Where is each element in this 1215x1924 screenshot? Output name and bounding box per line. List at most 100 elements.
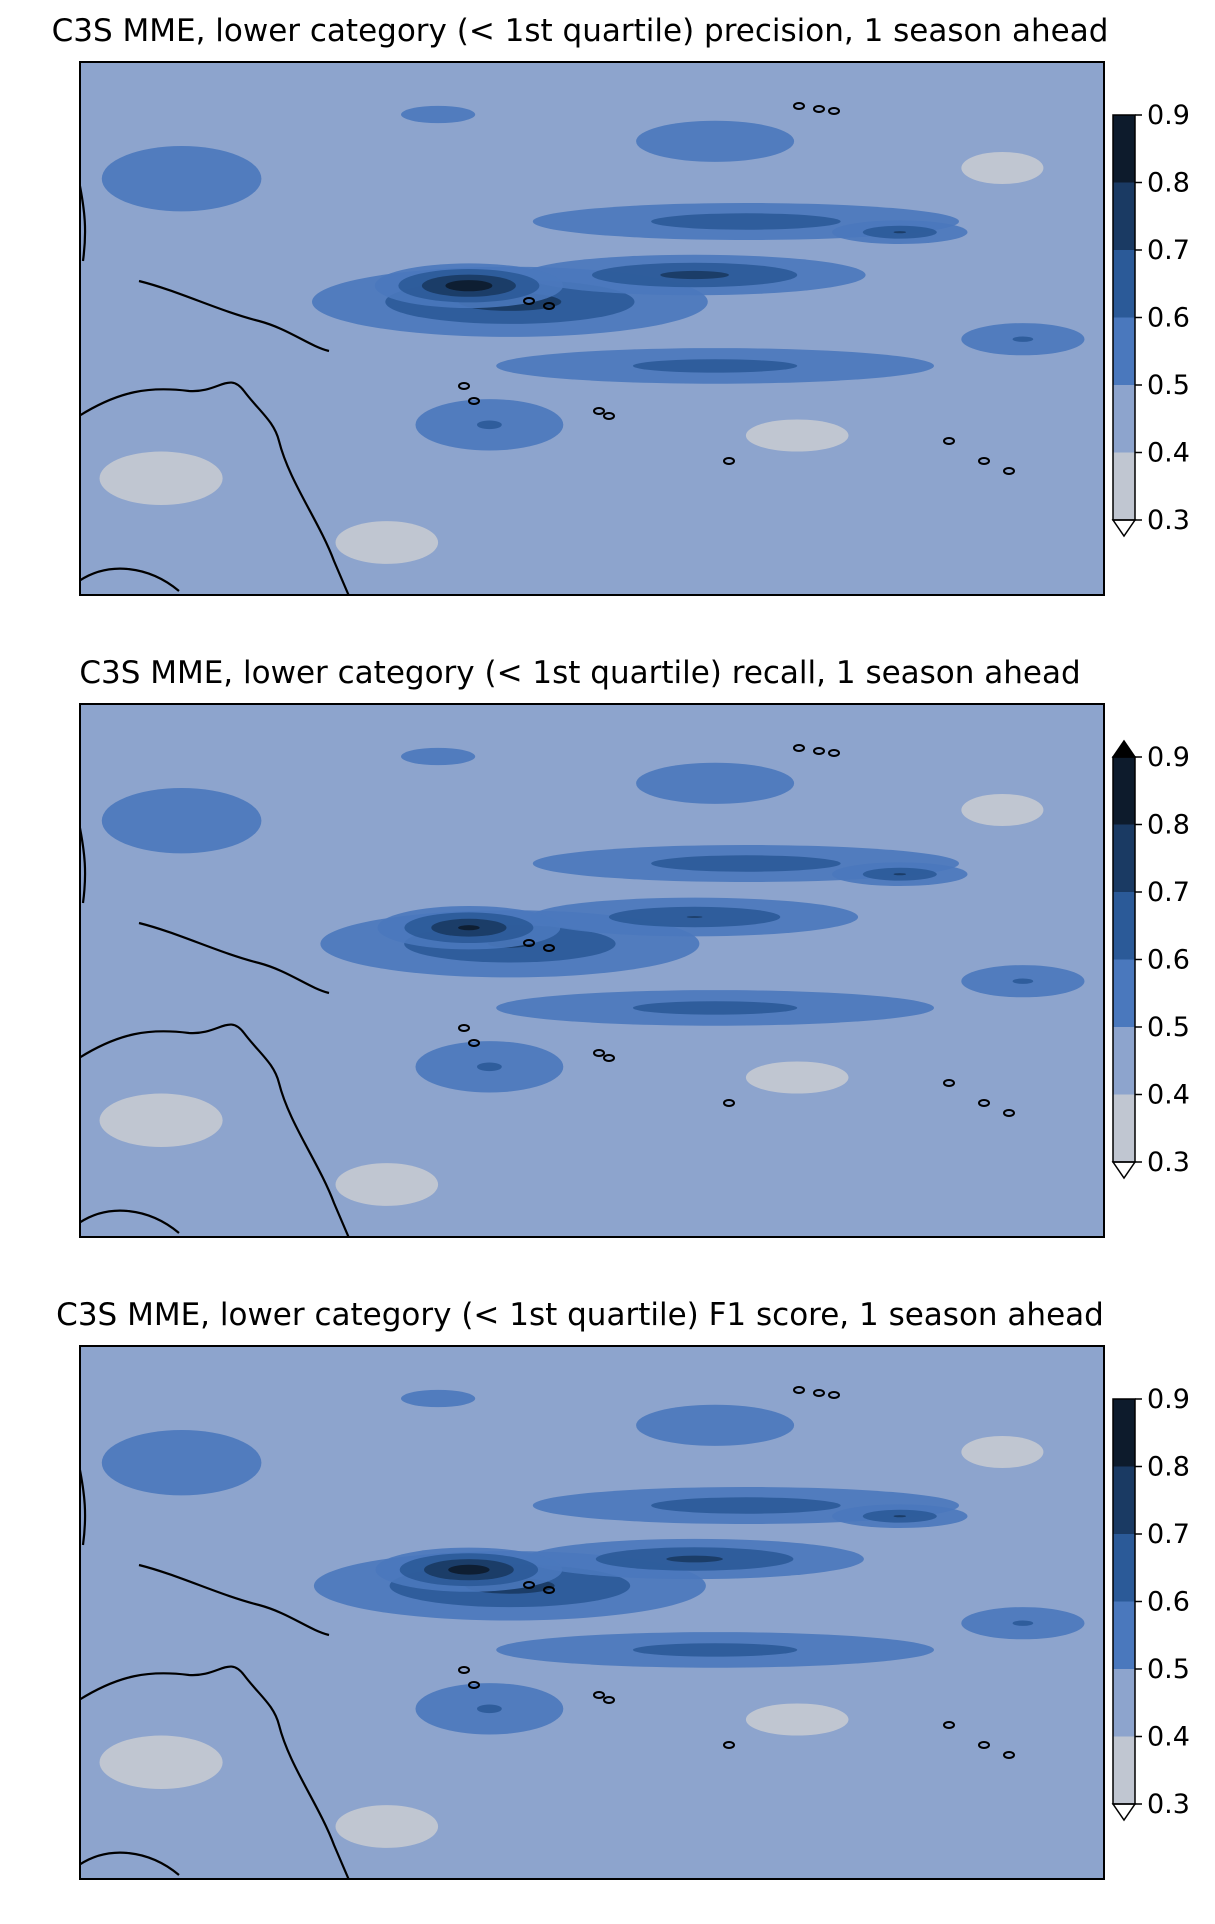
colorbar-tick-label: 0.3 bbox=[1147, 1147, 1190, 1178]
island bbox=[543, 1586, 555, 1594]
colorbar-bin bbox=[1113, 182, 1135, 250]
field-contour bbox=[660, 270, 729, 280]
field-contour bbox=[636, 1404, 795, 1446]
island bbox=[543, 302, 555, 310]
island bbox=[593, 407, 605, 415]
island bbox=[1003, 1109, 1015, 1117]
island bbox=[828, 749, 840, 757]
field-contour bbox=[1012, 978, 1034, 984]
island bbox=[468, 1681, 480, 1689]
colorbar-tick-label: 0.8 bbox=[1147, 1452, 1190, 1483]
field-contour-low bbox=[99, 1093, 223, 1148]
island bbox=[458, 382, 470, 390]
colorbar-tick-label: 0.8 bbox=[1147, 168, 1190, 199]
colorbar-bin bbox=[1113, 452, 1135, 520]
colorbar-tick-label: 0.8 bbox=[1147, 810, 1190, 841]
colorbar-extend-min bbox=[1111, 1161, 1137, 1180]
colorbar-bin bbox=[1113, 959, 1135, 1027]
field-contour bbox=[1012, 336, 1034, 342]
field-contour bbox=[636, 762, 795, 804]
island bbox=[723, 457, 735, 465]
island bbox=[523, 1581, 535, 1589]
field-contour bbox=[101, 146, 262, 212]
island bbox=[603, 412, 615, 420]
island bbox=[468, 397, 480, 405]
island bbox=[458, 1024, 470, 1032]
island bbox=[828, 1391, 840, 1399]
field-contour bbox=[632, 359, 798, 373]
colorbar-bin bbox=[1113, 1534, 1135, 1602]
chart-panel-recall: C3S MME, lower category (< 1st quartile)… bbox=[0, 642, 1215, 1282]
island bbox=[723, 1099, 735, 1107]
island bbox=[468, 1039, 480, 1047]
coastline bbox=[79, 1464, 351, 1880]
colorbar: 0.3 0.4 0.5 0.6 0.7 0.8 0.9 bbox=[1111, 1384, 1190, 1822]
colorbar-tick-label: 0.6 bbox=[1147, 945, 1190, 976]
colorbar: 0.3 0.4 0.5 0.6 0.7 0.8 0.9 bbox=[1111, 100, 1190, 538]
colorbar-bin bbox=[1113, 1601, 1135, 1669]
field-contour bbox=[686, 916, 703, 918]
field-contour bbox=[101, 788, 262, 854]
island bbox=[523, 297, 535, 305]
colorbar-bin bbox=[1113, 1027, 1135, 1095]
colorbar-extend-min bbox=[1111, 1803, 1137, 1822]
colorbar-tick-label: 0.7 bbox=[1147, 235, 1190, 266]
field-contour-low bbox=[745, 1061, 849, 1094]
island bbox=[593, 1691, 605, 1699]
colorbar-tick-label: 0.5 bbox=[1147, 1654, 1190, 1685]
map-plot bbox=[79, 703, 1105, 1238]
field-contour-low bbox=[745, 1703, 849, 1736]
island bbox=[543, 944, 555, 952]
colorbar-tick-label: 0.6 bbox=[1147, 1587, 1190, 1618]
island bbox=[813, 1389, 825, 1397]
field-contour bbox=[445, 280, 493, 292]
chart-panel-f1: C3S MME, lower category (< 1st quartile)… bbox=[0, 1284, 1215, 1924]
colorbar-bin bbox=[1113, 385, 1135, 453]
field-contour bbox=[477, 1704, 502, 1714]
island bbox=[943, 1721, 955, 1729]
island bbox=[723, 1741, 735, 1749]
island bbox=[458, 1666, 470, 1674]
colorbar-bin bbox=[1113, 1669, 1135, 1737]
colorbar-bin bbox=[1113, 115, 1135, 183]
colorbar-tick-label: 0.7 bbox=[1147, 877, 1190, 908]
colorbar-tick-label: 0.4 bbox=[1147, 438, 1190, 469]
island bbox=[1003, 467, 1015, 475]
colorbar-tick-label: 0.4 bbox=[1147, 1080, 1190, 1111]
colorbar-tick-label: 0.3 bbox=[1147, 505, 1190, 536]
chart-title: C3S MME, lower category (< 1st quartile)… bbox=[79, 655, 1081, 691]
island bbox=[603, 1054, 615, 1062]
field-contour bbox=[401, 105, 476, 124]
colorbar: 0.3 0.4 0.5 0.6 0.7 0.8 0.9 bbox=[1111, 739, 1190, 1180]
field-contour-low bbox=[961, 1435, 1044, 1469]
colorbar-tick-label: 0.5 bbox=[1147, 370, 1190, 401]
map-frame bbox=[79, 703, 1105, 1238]
colorbar-bin bbox=[1113, 1736, 1135, 1804]
chart-title: C3S MME, lower category (< 1st quartile)… bbox=[56, 1297, 1104, 1333]
map-plot bbox=[79, 1345, 1105, 1880]
coastline bbox=[79, 822, 351, 1238]
island bbox=[793, 744, 805, 752]
field-contour bbox=[1012, 1620, 1034, 1626]
colorbar-bin bbox=[1113, 250, 1135, 318]
colorbar-extend-max bbox=[1111, 739, 1137, 758]
field-contour-low bbox=[961, 151, 1044, 185]
map-frame bbox=[79, 1345, 1105, 1880]
field-contour bbox=[651, 213, 841, 230]
field-contour-low bbox=[99, 1735, 223, 1790]
map-plot bbox=[79, 61, 1105, 596]
island bbox=[978, 457, 990, 465]
colorbar-tick-label: 0.6 bbox=[1147, 303, 1190, 334]
island bbox=[603, 1696, 615, 1704]
island bbox=[523, 939, 535, 947]
field-contour bbox=[458, 925, 480, 931]
field-contour bbox=[101, 1430, 262, 1496]
island bbox=[828, 107, 840, 115]
field-contour-low bbox=[961, 793, 1044, 827]
colorbar-bin bbox=[1113, 1466, 1135, 1534]
colorbar-tick-label: 0.9 bbox=[1147, 742, 1190, 773]
field-contour bbox=[448, 1564, 490, 1575]
field-contour bbox=[401, 1389, 476, 1408]
island bbox=[793, 1386, 805, 1394]
colorbar-bin bbox=[1113, 1399, 1135, 1467]
